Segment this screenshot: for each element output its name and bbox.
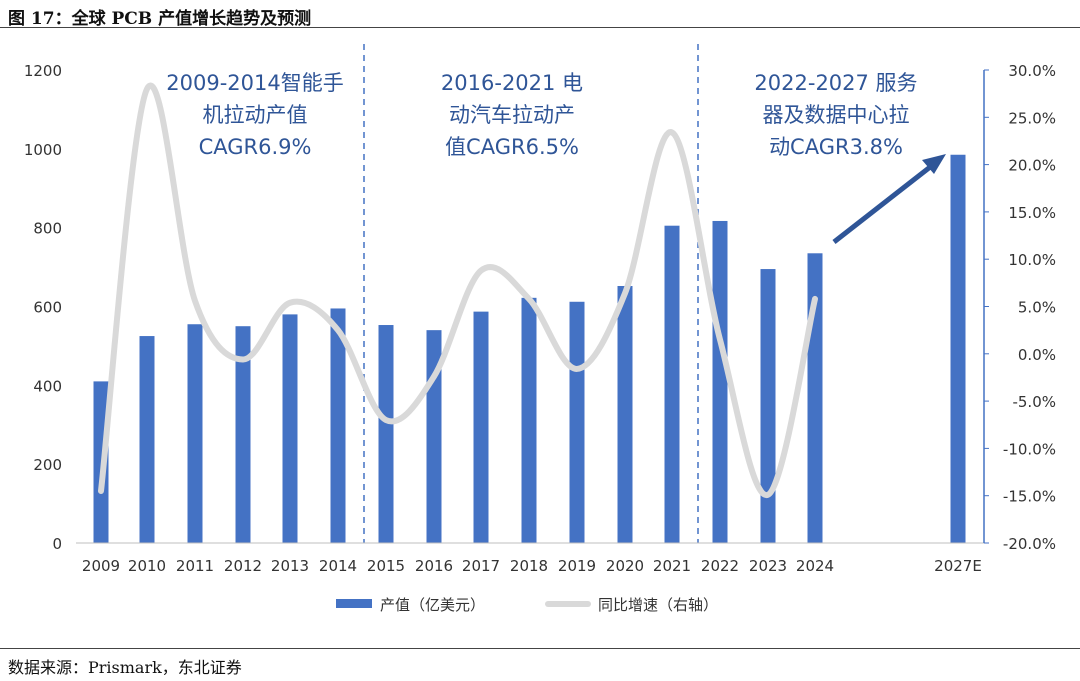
- bar-2020: [617, 286, 633, 543]
- x-tick-label: 2013: [271, 557, 309, 575]
- x-tick-label: 2017: [462, 557, 500, 575]
- right-tick-label: 30.0%: [1008, 62, 1056, 80]
- bar-2021: [664, 225, 680, 543]
- title-rule: [0, 27, 1080, 28]
- right-tick-label: -15.0%: [1003, 488, 1056, 506]
- x-tick-label: 2009: [82, 557, 120, 575]
- bar-2014: [330, 308, 346, 543]
- growth-line: [98, 82, 818, 498]
- x-tick-label: 2016: [415, 557, 453, 575]
- annotation-2-line: 值CAGR6.5%: [445, 135, 579, 159]
- legend-bar-swatch: [336, 599, 372, 608]
- chart: 0 200 400 600 800 1000 1200 -20.0% -15.0% -10.0% -…: [24, 44, 1056, 614]
- x-tick-label: 2011: [176, 557, 214, 575]
- x-tick-label: 2014: [319, 557, 357, 575]
- x-tick-label: 2023: [749, 557, 787, 575]
- left-tick-label: 200: [33, 456, 62, 474]
- bar-2023: [760, 269, 776, 543]
- annotation-3-line: 动CAGR3.8%: [769, 135, 903, 159]
- legend: 产值（亿美元） 同比增速（右轴）: [336, 596, 718, 614]
- right-tick-label: -10.0%: [1003, 440, 1056, 458]
- bar-2015: [378, 325, 394, 543]
- source-note: 数据来源：Prismark，东北证券: [8, 658, 242, 677]
- annotation-1-line: 机拉动产值: [203, 103, 308, 127]
- left-tick-label: 1000: [24, 141, 62, 159]
- right-tick-label: -5.0%: [1012, 393, 1056, 411]
- arrow-shaft: [832, 162, 936, 244]
- annotation-3-line: 2022-2027 服务: [754, 71, 917, 95]
- x-tick-label: 2027E: [934, 557, 982, 575]
- x-tick-label: 2018: [510, 557, 548, 575]
- right-tick-label: 25.0%: [1008, 109, 1056, 127]
- right-tick-label: 10.0%: [1008, 251, 1056, 269]
- x-tick-label: 2024: [796, 557, 834, 575]
- arrow-head: [922, 154, 946, 174]
- right-tick-label: -20.0%: [1003, 535, 1056, 553]
- right-tick-label: 15.0%: [1008, 204, 1056, 222]
- axes: 0 200 400 600 800 1000 1200 -20.0% -15.0% -10.0% -…: [24, 62, 1056, 575]
- x-tick-label: 2022: [701, 557, 739, 575]
- right-tick-label: 5.0%: [1018, 299, 1056, 317]
- left-tick-label: 600: [33, 299, 62, 317]
- x-tick-label: 2010: [128, 557, 166, 575]
- bar-2027E: [950, 154, 966, 543]
- left-tick-label: 0: [52, 535, 62, 553]
- legend-bar-label: 产值（亿美元）: [380, 596, 485, 614]
- bar-2018: [521, 297, 537, 543]
- bar-2011: [187, 324, 203, 543]
- annotation-3-line: 器及数据中心拉: [763, 103, 910, 127]
- right-tick-label: 20.0%: [1008, 157, 1056, 175]
- right-tick-label: 0.0%: [1018, 346, 1056, 364]
- x-tick-label: 2020: [606, 557, 644, 575]
- left-tick-label: 800: [33, 220, 62, 238]
- trend-arrow: [832, 154, 946, 244]
- bar-2013: [282, 314, 298, 543]
- bar-2010: [139, 336, 155, 543]
- left-tick-label: 400: [33, 377, 62, 395]
- x-tick-label: 2019: [558, 557, 596, 575]
- bar-2017: [473, 311, 489, 543]
- x-tick-label: 2021: [653, 557, 691, 575]
- x-tick-label: 2012: [224, 557, 262, 575]
- source-rule: [0, 648, 1080, 649]
- bar-2022: [712, 220, 728, 544]
- figure-title: 图 17：全球 PCB 产值增长趋势及预测: [8, 9, 312, 29]
- annotation-1-line: 2009-2014智能手: [166, 71, 343, 95]
- bar-2012: [235, 326, 251, 543]
- annotation-1-line: CAGR6.9%: [199, 135, 312, 159]
- bar-2019: [569, 301, 585, 543]
- x-tick-label: 2015: [367, 557, 405, 575]
- legend-line-label: 同比增速（右轴）: [598, 596, 718, 614]
- annotation-2-line: 动汽车拉动产: [449, 103, 575, 127]
- annotation-2-line: 2016-2021 电: [441, 71, 583, 95]
- left-tick-label: 1200: [24, 62, 62, 80]
